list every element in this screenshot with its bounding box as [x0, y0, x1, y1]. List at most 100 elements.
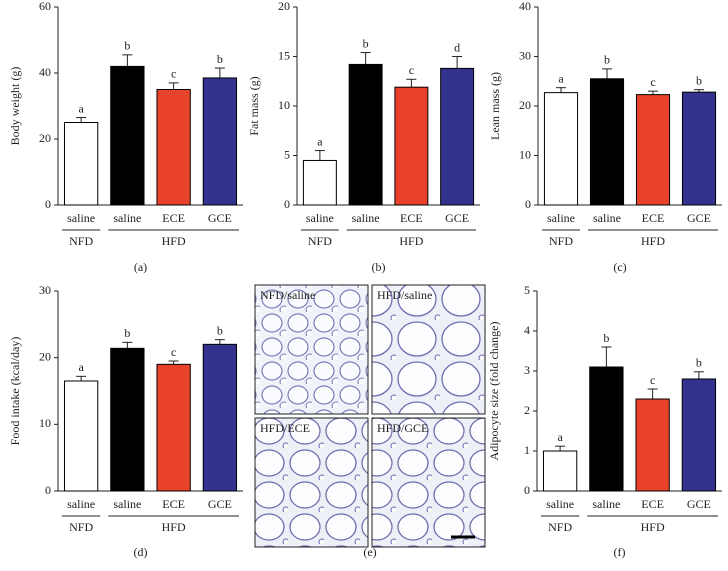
y-tick-label: 0 [524, 483, 530, 497]
y-axis-label: Fat mass (g) [247, 76, 261, 135]
significance-label: c [171, 345, 176, 359]
bar [110, 65, 145, 206]
panel-label: (e) [363, 545, 376, 559]
bar [543, 92, 579, 206]
y-tick-label: 30 [39, 283, 51, 297]
image-label: NFD/saline [260, 288, 315, 302]
significance-label: b [124, 39, 130, 53]
x-tick-label: ECE [162, 211, 185, 225]
y-tick-label: 20 [519, 98, 531, 112]
group-label: NFD [69, 520, 93, 534]
x-tick-label: ECE [162, 497, 185, 511]
y-tick-label: 3 [524, 363, 530, 377]
x-tick-label: ECE [400, 211, 423, 225]
significance-label: c [409, 63, 414, 77]
x-tick-label: GCE [208, 211, 232, 225]
y-axis-label: Adipocyte size (fold change) [487, 322, 501, 461]
significance-label: b [217, 52, 223, 66]
x-tick-label: saline [546, 497, 574, 511]
group-label: HFD [641, 234, 665, 248]
bar [440, 67, 475, 206]
x-tick-label: saline [306, 211, 334, 225]
panel-label: (b) [372, 260, 386, 274]
significance-label: a [558, 71, 564, 85]
bar [589, 366, 624, 492]
histology-image [371, 417, 486, 548]
y-tick-label: 0 [525, 197, 531, 211]
bar [202, 77, 238, 206]
panel-label: (c) [613, 260, 626, 274]
significance-label: a [78, 360, 84, 374]
significance-label: b [603, 331, 609, 345]
significance-label: b [124, 326, 130, 340]
x-tick-label: GCE [687, 497, 711, 511]
x-tick-label: ECE [642, 211, 665, 225]
significance-label: b [604, 53, 610, 67]
x-tick-label: saline [547, 211, 575, 225]
significance-label: b [696, 356, 702, 370]
x-tick-label: saline [113, 497, 141, 511]
bar [635, 398, 670, 492]
bar [542, 450, 578, 492]
significance-label: b [217, 323, 223, 337]
image-label: HFD/saline [377, 288, 432, 302]
image-label: HFD/GCE [377, 421, 428, 435]
group-label: HFD [641, 520, 665, 534]
y-tick-label: 20 [39, 349, 51, 363]
group-label: NFD [69, 234, 93, 248]
significance-label: c [650, 75, 655, 89]
y-tick-label: 0 [45, 197, 51, 211]
bar [589, 78, 625, 206]
x-tick-label: saline [352, 211, 380, 225]
y-axis-label: Lean mass (g) [488, 72, 502, 140]
histology-image [371, 284, 486, 415]
y-tick-label: 40 [519, 0, 531, 13]
y-tick-label: 1 [524, 443, 530, 457]
bar [394, 86, 429, 206]
x-tick-label: ECE [641, 497, 664, 511]
y-tick-label: 5 [524, 283, 530, 297]
bar [202, 343, 238, 492]
y-tick-label: 2 [524, 403, 530, 417]
group-label: NFD [308, 234, 332, 248]
group-label: HFD [399, 234, 423, 248]
group-label: HFD [162, 234, 186, 248]
bar [63, 122, 99, 206]
image-label: HFD/ECE [260, 421, 310, 435]
x-tick-label: saline [67, 211, 95, 225]
y-axis-label: Body weight (g) [8, 67, 22, 146]
significance-label: a [557, 430, 563, 444]
x-tick-label: saline [593, 211, 621, 225]
bar [156, 363, 191, 492]
group-label: NFD [548, 520, 572, 534]
y-tick-label: 15 [278, 48, 290, 62]
x-tick-label: GCE [687, 211, 711, 225]
group-label: NFD [549, 234, 573, 248]
bar [635, 94, 671, 206]
significance-label: c [171, 67, 176, 81]
panel-label: (d) [134, 545, 148, 559]
y-tick-label: 0 [284, 197, 290, 211]
bar [681, 378, 717, 492]
significance-label: d [454, 40, 460, 54]
y-tick-label: 40 [39, 65, 51, 79]
y-tick-label: 4 [524, 323, 530, 337]
y-tick-label: 20 [278, 0, 290, 13]
histology-image [254, 284, 369, 415]
bar [63, 380, 99, 492]
bar [681, 91, 717, 206]
significance-label: b [696, 73, 702, 87]
significance-label: c [650, 373, 655, 387]
x-tick-label: saline [113, 211, 141, 225]
significance-label: a [317, 134, 323, 148]
y-tick-label: 10 [278, 98, 290, 112]
y-axis-label: Food intake (kcal/day) [8, 337, 22, 446]
y-tick-label: 10 [519, 147, 531, 161]
significance-label: a [78, 101, 84, 115]
y-tick-label: 0 [45, 483, 51, 497]
y-tick-label: 60 [39, 0, 51, 13]
group-label: HFD [162, 520, 186, 534]
x-tick-label: saline [67, 497, 95, 511]
